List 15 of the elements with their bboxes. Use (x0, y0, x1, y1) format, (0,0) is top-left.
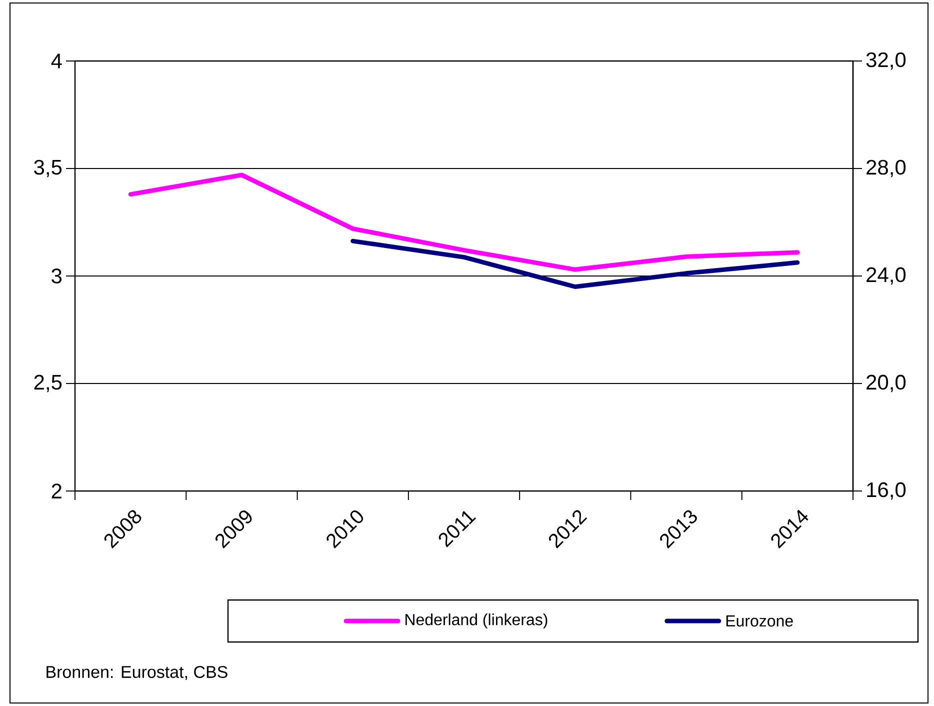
y-tick-label: 4 (51, 54, 62, 68)
line-series (128, 172, 800, 272)
y-tick-label: 3,5 (34, 160, 62, 178)
y-tick-label: 3 (52, 268, 62, 284)
y2-tick-label: 32,0 (866, 52, 906, 70)
y2-tick-label: 28,0 (866, 160, 906, 178)
line-series (350, 238, 800, 289)
legend-label: Eurozone (726, 615, 793, 627)
y2-tick-label: 20,0 (866, 374, 906, 392)
y-tick-label: 2,5 (34, 374, 62, 392)
y-tick-label: 2 (52, 484, 62, 498)
legend-label: Nederland (linkeras) (406, 614, 548, 628)
y2-tick-label: 16,0 (867, 482, 906, 500)
y2-tick-label: 24,0 (866, 267, 906, 285)
text: Bronnen: Eurostat, CBS (46, 666, 228, 680)
